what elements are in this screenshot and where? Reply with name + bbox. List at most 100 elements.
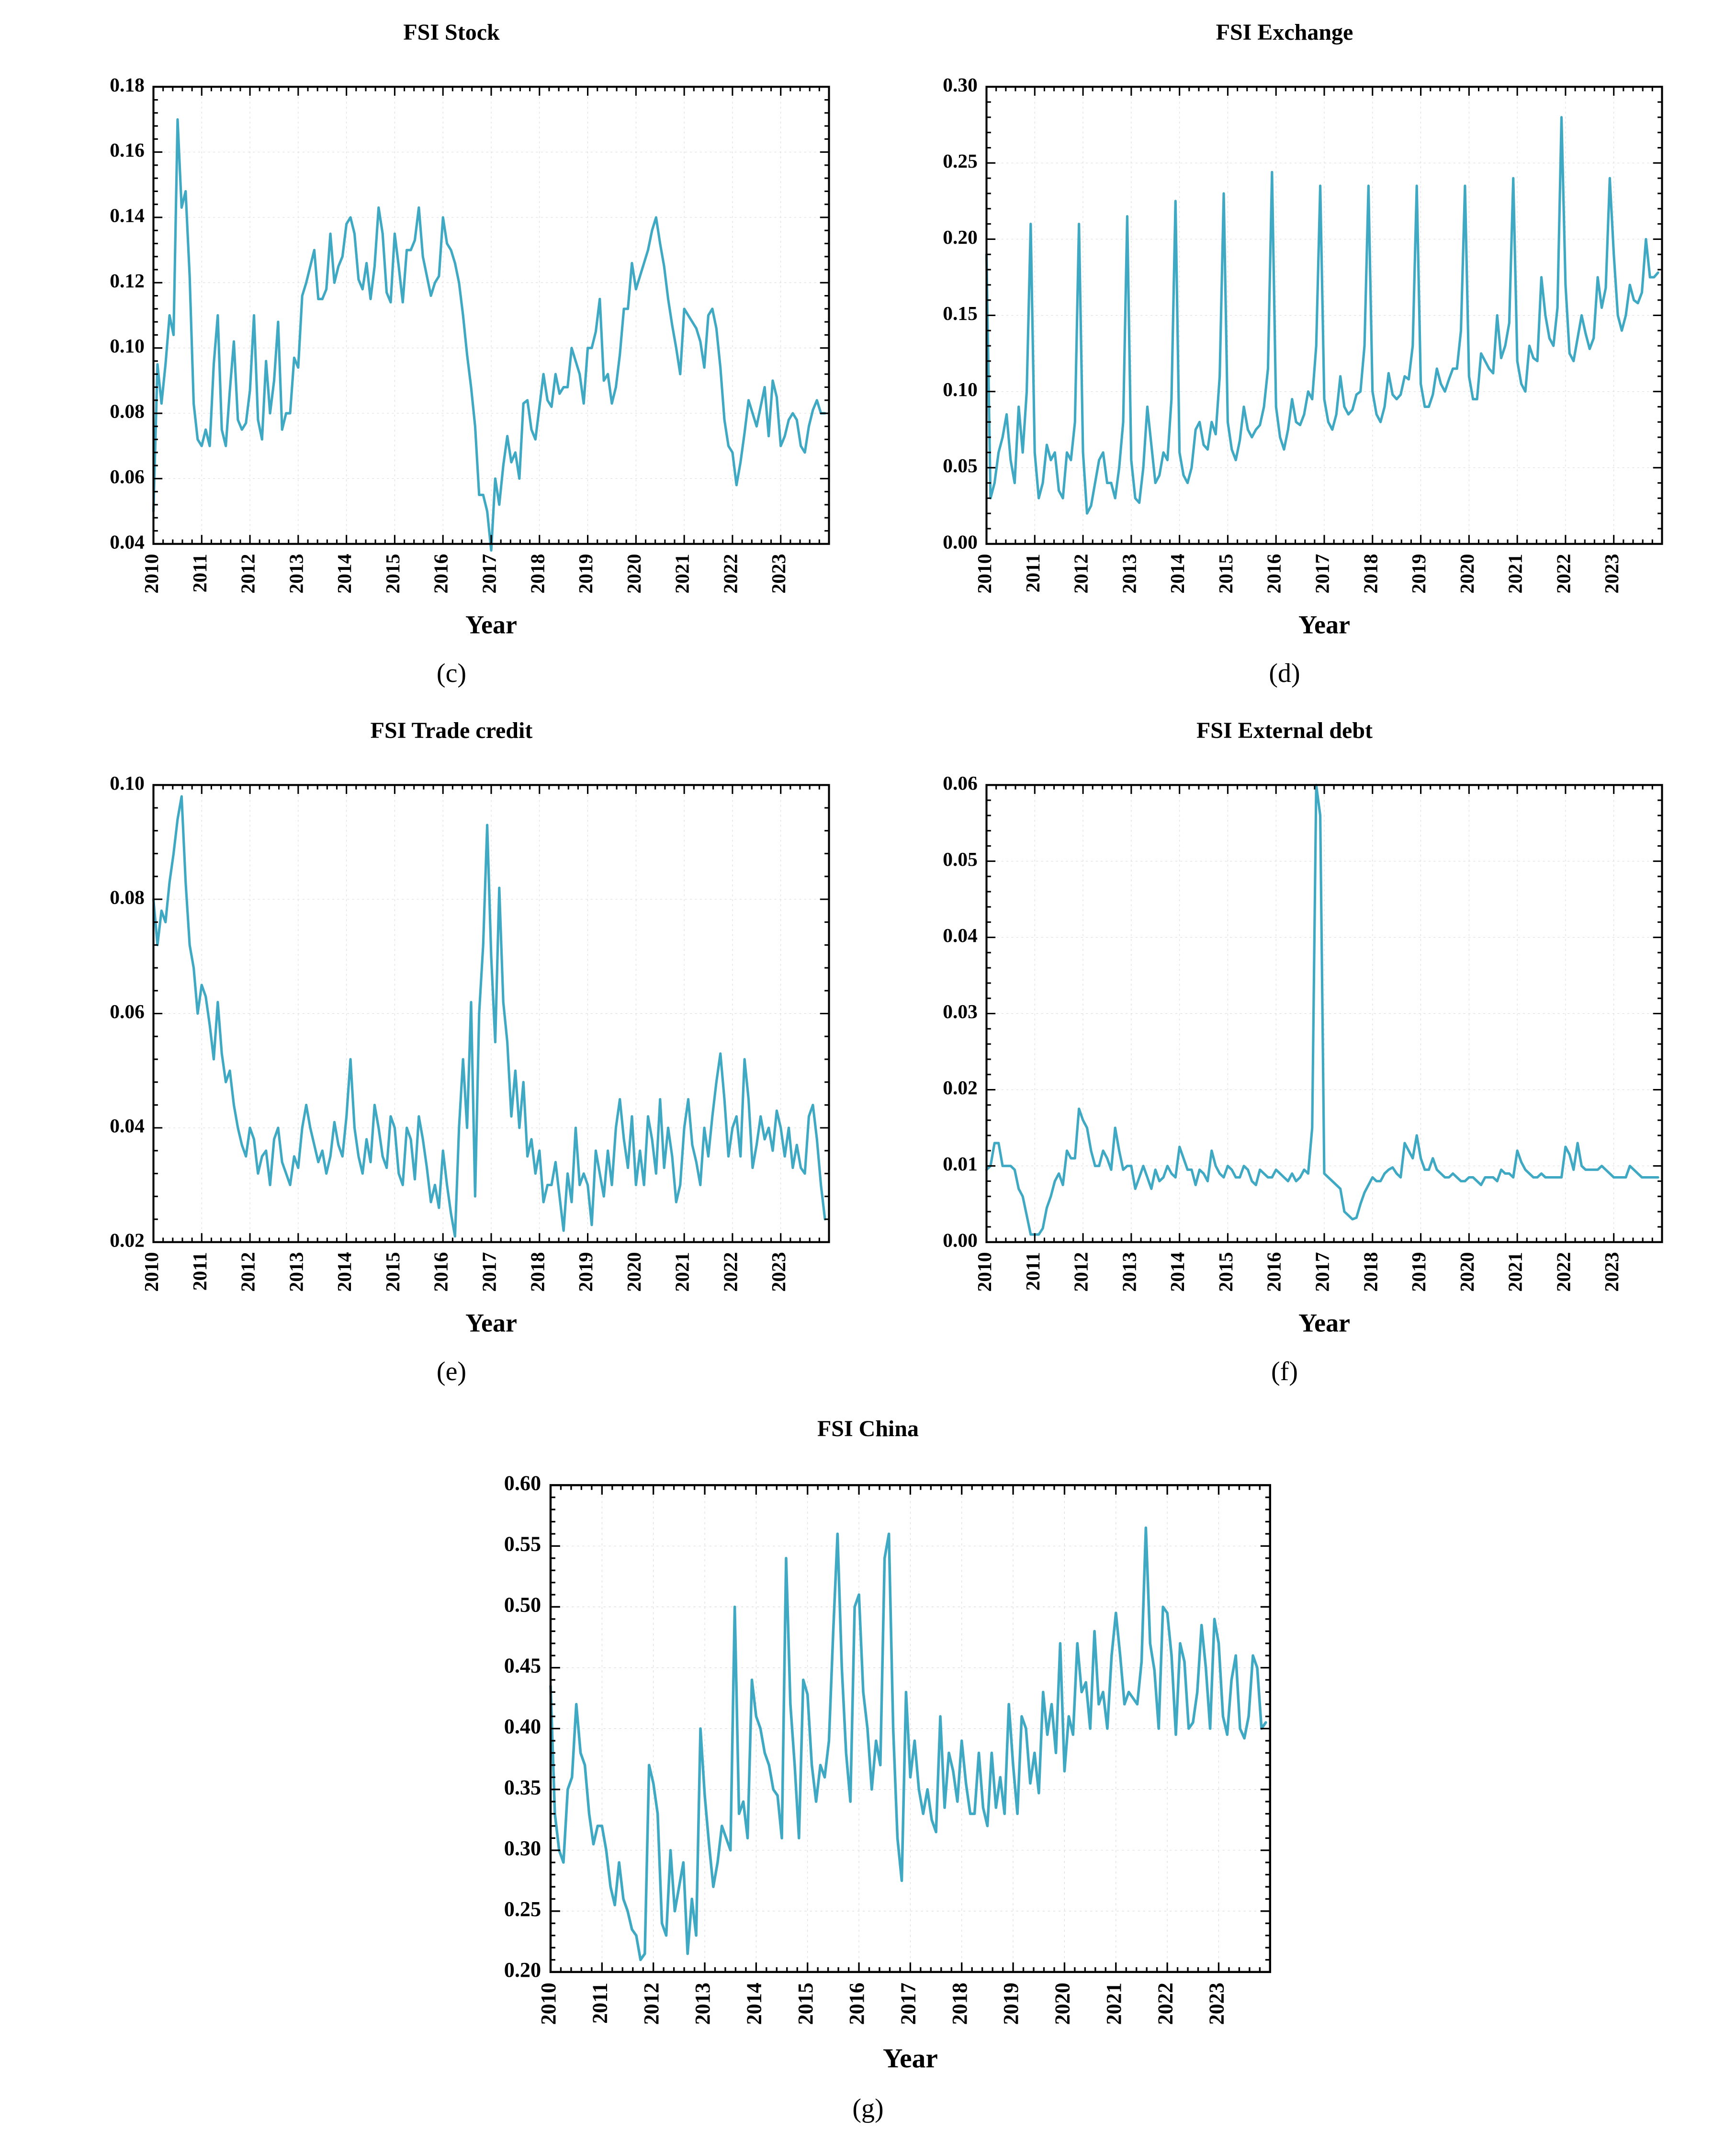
- svg-text:2014: 2014: [1166, 554, 1188, 594]
- panel-letter-e: (e): [437, 1356, 466, 1387]
- svg-text:2017: 2017: [1311, 1252, 1333, 1292]
- svg-text:2010: 2010: [140, 1252, 162, 1292]
- panel-letter-c: (c): [437, 658, 466, 689]
- svg-text:2014: 2014: [333, 1252, 355, 1292]
- svg-text:2013: 2013: [285, 554, 307, 594]
- svg-text:2012: 2012: [1070, 554, 1092, 594]
- svg-text:2023: 2023: [1601, 1252, 1623, 1292]
- svg-text:2022: 2022: [1153, 1983, 1177, 2025]
- svg-text:2019: 2019: [1408, 554, 1430, 594]
- svg-text:0.08: 0.08: [110, 886, 145, 908]
- chart-title-f: FSI External debt: [887, 717, 1682, 744]
- svg-text:2011: 2011: [189, 1252, 211, 1291]
- svg-text:2014: 2014: [743, 1983, 766, 2025]
- svg-text:0.00: 0.00: [943, 531, 978, 553]
- svg-text:0.45: 0.45: [504, 1654, 541, 1678]
- svg-text:2020: 2020: [1456, 1252, 1478, 1292]
- svg-text:0.00: 0.00: [943, 1229, 978, 1251]
- chart-svg-c: 0.040.060.080.100.120.140.160.1820102011…: [54, 57, 849, 653]
- svg-text:2010: 2010: [140, 554, 162, 594]
- x-axis-label-f: Year: [1298, 1309, 1350, 1338]
- svg-text:2015: 2015: [1215, 554, 1237, 594]
- svg-text:2012: 2012: [237, 1252, 259, 1292]
- chart-title-c: FSI Stock: [54, 19, 849, 45]
- svg-text:0.55: 0.55: [504, 1532, 541, 1556]
- svg-text:0.16: 0.16: [110, 139, 145, 161]
- svg-text:2013: 2013: [691, 1983, 714, 2025]
- svg-text:2020: 2020: [623, 1252, 645, 1292]
- panel-letter-g: (g): [852, 2093, 883, 2124]
- svg-text:0.04: 0.04: [110, 531, 145, 553]
- svg-text:2019: 2019: [575, 554, 597, 594]
- svg-text:2022: 2022: [719, 554, 741, 594]
- svg-text:2021: 2021: [1504, 1252, 1526, 1292]
- x-axis-label-c: Year: [465, 610, 517, 639]
- svg-text:0.60: 0.60: [504, 1471, 541, 1495]
- svg-text:0.04: 0.04: [943, 924, 978, 946]
- svg-text:2012: 2012: [640, 1983, 663, 2025]
- chart-title-d: FSI Exchange: [887, 19, 1682, 45]
- svg-text:0.14: 0.14: [110, 204, 145, 226]
- svg-text:2017: 2017: [897, 1983, 920, 2025]
- svg-text:2011: 2011: [189, 554, 211, 593]
- svg-text:2021: 2021: [671, 1252, 693, 1292]
- svg-text:2022: 2022: [1552, 554, 1574, 594]
- svg-text:0.02: 0.02: [110, 1229, 145, 1251]
- svg-text:0.50: 0.50: [504, 1593, 541, 1617]
- svg-text:2011: 2011: [1022, 1252, 1044, 1291]
- svg-text:2021: 2021: [1504, 554, 1526, 594]
- svg-text:2021: 2021: [671, 554, 693, 594]
- svg-text:0.35: 0.35: [504, 1776, 541, 1799]
- svg-text:0.30: 0.30: [504, 1837, 541, 1860]
- svg-text:0.06: 0.06: [110, 465, 145, 488]
- chart-title-g: FSI China: [445, 1416, 1291, 1442]
- svg-text:2010: 2010: [973, 1252, 995, 1292]
- svg-text:0.05: 0.05: [943, 454, 978, 476]
- svg-text:2015: 2015: [382, 1252, 404, 1292]
- svg-text:2018: 2018: [948, 1983, 971, 2025]
- svg-text:0.08: 0.08: [110, 400, 145, 422]
- panel-letter-f: (f): [1271, 1356, 1298, 1387]
- panel-letter-d: (d): [1269, 658, 1300, 689]
- panel-c: FSI Stock0.040.060.080.100.120.140.160.1…: [54, 19, 849, 689]
- svg-text:2012: 2012: [237, 554, 259, 594]
- svg-text:0.05: 0.05: [943, 848, 978, 870]
- x-axis-label-g: Year: [883, 2043, 938, 2074]
- x-axis-label-d: Year: [1298, 610, 1350, 639]
- svg-text:2022: 2022: [1552, 1252, 1574, 1292]
- panel-g: FSI China0.200.250.300.350.400.450.500.5…: [54, 1416, 1682, 2124]
- svg-text:0.02: 0.02: [943, 1077, 978, 1099]
- svg-text:2020: 2020: [1456, 554, 1478, 594]
- svg-text:0.20: 0.20: [504, 1958, 541, 1982]
- svg-text:2019: 2019: [999, 1983, 1023, 2025]
- svg-text:2014: 2014: [333, 554, 355, 594]
- svg-text:2022: 2022: [719, 1252, 741, 1292]
- svg-text:2015: 2015: [794, 1983, 817, 2025]
- svg-text:2016: 2016: [430, 554, 452, 594]
- figure-grid: FSI Stock0.040.060.080.100.120.140.160.1…: [54, 19, 1682, 2124]
- svg-text:2014: 2014: [1166, 1252, 1188, 1292]
- svg-text:2015: 2015: [1215, 1252, 1237, 1292]
- svg-text:0.10: 0.10: [943, 378, 978, 400]
- chart-svg-d: 0.000.050.100.150.200.250.30201020112012…: [887, 57, 1682, 653]
- svg-text:2019: 2019: [1408, 1252, 1430, 1292]
- svg-text:2016: 2016: [1263, 1252, 1285, 1292]
- svg-text:0.40: 0.40: [504, 1715, 541, 1738]
- svg-text:2016: 2016: [1263, 554, 1285, 594]
- svg-text:2017: 2017: [478, 554, 500, 594]
- svg-text:2013: 2013: [285, 1252, 307, 1292]
- chart-svg-e: 0.020.040.060.080.1020102011201220132014…: [54, 755, 849, 1351]
- svg-text:2015: 2015: [382, 554, 404, 594]
- svg-text:0.18: 0.18: [110, 74, 145, 96]
- svg-text:2018: 2018: [1359, 1252, 1381, 1292]
- svg-text:2016: 2016: [845, 1983, 868, 2025]
- svg-text:2023: 2023: [1601, 554, 1623, 594]
- svg-text:2013: 2013: [1118, 1252, 1140, 1292]
- svg-text:0.01: 0.01: [943, 1153, 978, 1175]
- svg-text:2010: 2010: [537, 1983, 560, 2025]
- svg-text:0.03: 0.03: [943, 1000, 978, 1022]
- svg-text:2023: 2023: [767, 554, 789, 594]
- panel-f: FSI External debt 0.00 0.01 0.02 0.03 0.04 0.0…: [887, 717, 1682, 1387]
- svg-text:2020: 2020: [623, 554, 645, 594]
- panel-e: FSI Trade credit0.020.040.060.080.102010…: [54, 717, 849, 1387]
